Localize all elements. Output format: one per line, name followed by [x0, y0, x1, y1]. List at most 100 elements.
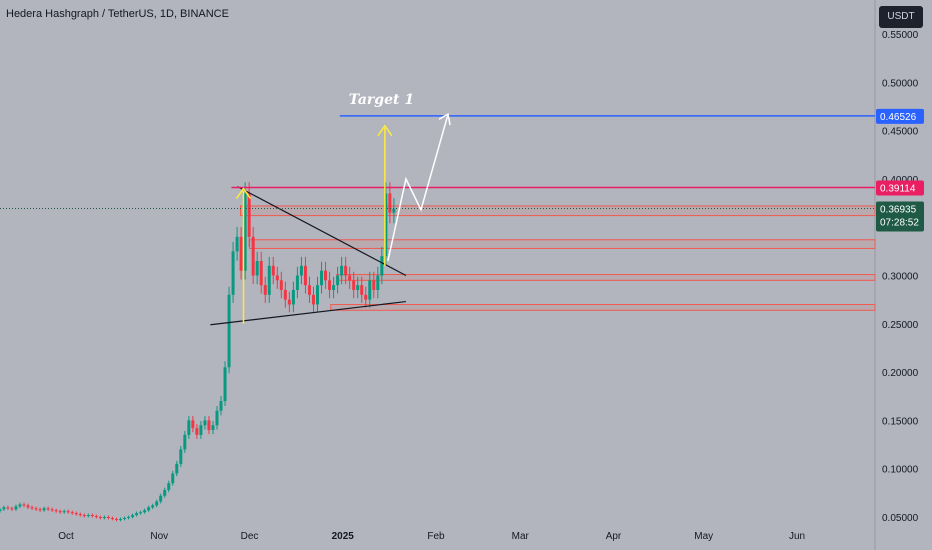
- candle-body: [187, 420, 191, 435]
- candle-body: [328, 280, 332, 290]
- candle-body: [279, 280, 283, 290]
- candle-body: [372, 280, 376, 290]
- candle-body: [380, 256, 384, 276]
- candle-body: [46, 508, 50, 510]
- candle-body: [307, 285, 311, 295]
- x-tick-label: Jun: [789, 531, 805, 542]
- candle-body: [299, 265, 303, 276]
- candle-body: [332, 285, 336, 290]
- candle-body: [66, 511, 70, 513]
- candle-body: [348, 275, 352, 281]
- candle-body: [179, 449, 183, 464]
- candle-body: [211, 425, 215, 431]
- candle-body: [118, 518, 122, 520]
- candle-body: [207, 420, 211, 431]
- y-tick-label: 0.20000: [882, 368, 919, 379]
- candle-body: [364, 294, 368, 300]
- candle-body: [263, 285, 267, 295]
- candle-body: [215, 410, 219, 426]
- resistance-price-badge: [876, 180, 924, 196]
- candle-body: [14, 506, 18, 510]
- x-tick-label: Apr: [606, 531, 622, 542]
- candle-body: [175, 463, 179, 474]
- candle-body: [223, 367, 227, 402]
- candle-body: [227, 294, 231, 368]
- candle-body: [139, 512, 143, 514]
- candle-body: [271, 265, 275, 276]
- candle-body: [82, 515, 86, 517]
- candle-body: [34, 508, 38, 510]
- candle-body: [316, 285, 320, 305]
- candle-body: [6, 507, 10, 509]
- x-tick-label: 2025: [332, 531, 355, 542]
- candle-body: [356, 285, 360, 290]
- candle-body: [42, 508, 46, 511]
- candle-body: [287, 299, 291, 305]
- y-tick-label: 0.40000: [882, 175, 919, 186]
- candle-body: [22, 504, 26, 506]
- x-tick-label: Dec: [241, 531, 259, 542]
- candle-body: [267, 265, 271, 295]
- candle-body: [239, 236, 243, 271]
- candle-body: [10, 508, 14, 510]
- candle-body: [376, 275, 380, 290]
- candle-body: [123, 517, 127, 519]
- candle-body: [235, 236, 239, 252]
- candle-body: [74, 513, 78, 515]
- target-label: Target 1: [349, 92, 414, 108]
- candle-body: [199, 425, 203, 435]
- candle-body: [291, 289, 295, 305]
- candle-body: [219, 401, 223, 411]
- candle-body: [320, 270, 324, 286]
- candle-body: [259, 261, 263, 286]
- target-price-badge: [876, 108, 924, 124]
- candle-body: [54, 510, 58, 512]
- measured-move-arrow-1-head: [235, 187, 252, 199]
- candle-body: [18, 504, 22, 507]
- y-tick-label: 0.05000: [882, 513, 919, 524]
- candle-body: [159, 495, 163, 502]
- x-tick-label: Feb: [427, 531, 445, 542]
- y-tick-label: 0.15000: [882, 416, 919, 427]
- candle-body: [231, 251, 235, 295]
- last-price-badge: [876, 201, 924, 232]
- candle-body: [106, 517, 110, 518]
- y-tick-label: 0.10000: [882, 465, 919, 476]
- candle-body: [275, 275, 279, 281]
- x-tick-label: Oct: [58, 531, 74, 542]
- candle-body: [90, 515, 94, 517]
- candle-body: [295, 275, 299, 290]
- candle-body: [2, 507, 6, 510]
- candle-body: [247, 193, 251, 237]
- currency-button[interactable]: USDT: [879, 6, 923, 28]
- candle-body: [114, 518, 118, 520]
- candle-body: [243, 193, 247, 271]
- x-tick-label: Nov: [150, 531, 168, 542]
- candle-body: [368, 280, 372, 300]
- candle-body: [303, 265, 307, 286]
- trendline-lower: [210, 300, 407, 326]
- last-price-badge-text: 07:28:52: [880, 218, 919, 229]
- candle-body: [0, 509, 2, 512]
- candle-body: [255, 261, 259, 276]
- candle-body: [195, 428, 199, 435]
- measured-move-arrow-2-head: [377, 124, 393, 137]
- candle-body: [151, 505, 155, 508]
- projected-path: [387, 113, 449, 262]
- candle-body: [131, 515, 135, 517]
- candle-body: [360, 285, 364, 295]
- candle-body: [163, 489, 167, 496]
- x-tick-label: May: [694, 531, 713, 542]
- candle-body: [110, 517, 114, 519]
- x-tick-label: Mar: [512, 531, 530, 542]
- candle-body: [392, 208, 396, 213]
- candle-body: [251, 236, 255, 276]
- candle-body: [384, 193, 388, 257]
- y-tick-label: 0.45000: [882, 127, 919, 138]
- candle-body: [283, 289, 287, 300]
- candle-body: [324, 270, 328, 281]
- candle-body: [336, 275, 340, 286]
- candle-body: [147, 507, 151, 511]
